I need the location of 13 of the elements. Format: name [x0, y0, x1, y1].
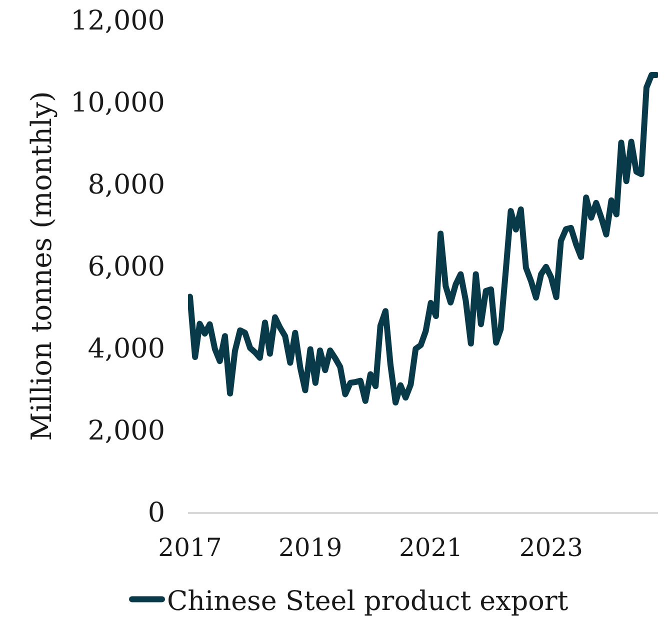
y-tick-label: 6,000	[88, 251, 165, 282]
x-tick-label: 2023	[519, 532, 583, 562]
y-tick-label: 4,000	[88, 333, 165, 364]
y-tick-label: 12,000	[70, 5, 165, 36]
x-tick-label: 2017	[158, 532, 222, 562]
y-tick-label: 8,000	[88, 169, 165, 200]
y-tick-label: 10,000	[70, 87, 165, 118]
y-axis-title: Million tonnes (monthly)	[25, 91, 58, 441]
y-tick-label: 2,000	[88, 415, 165, 446]
x-tick-label: 2021	[399, 532, 463, 562]
legend-label: Chinese Steel product export	[167, 586, 568, 617]
y-tick-label: 0	[148, 497, 165, 528]
x-tick-label: 2019	[278, 532, 342, 562]
